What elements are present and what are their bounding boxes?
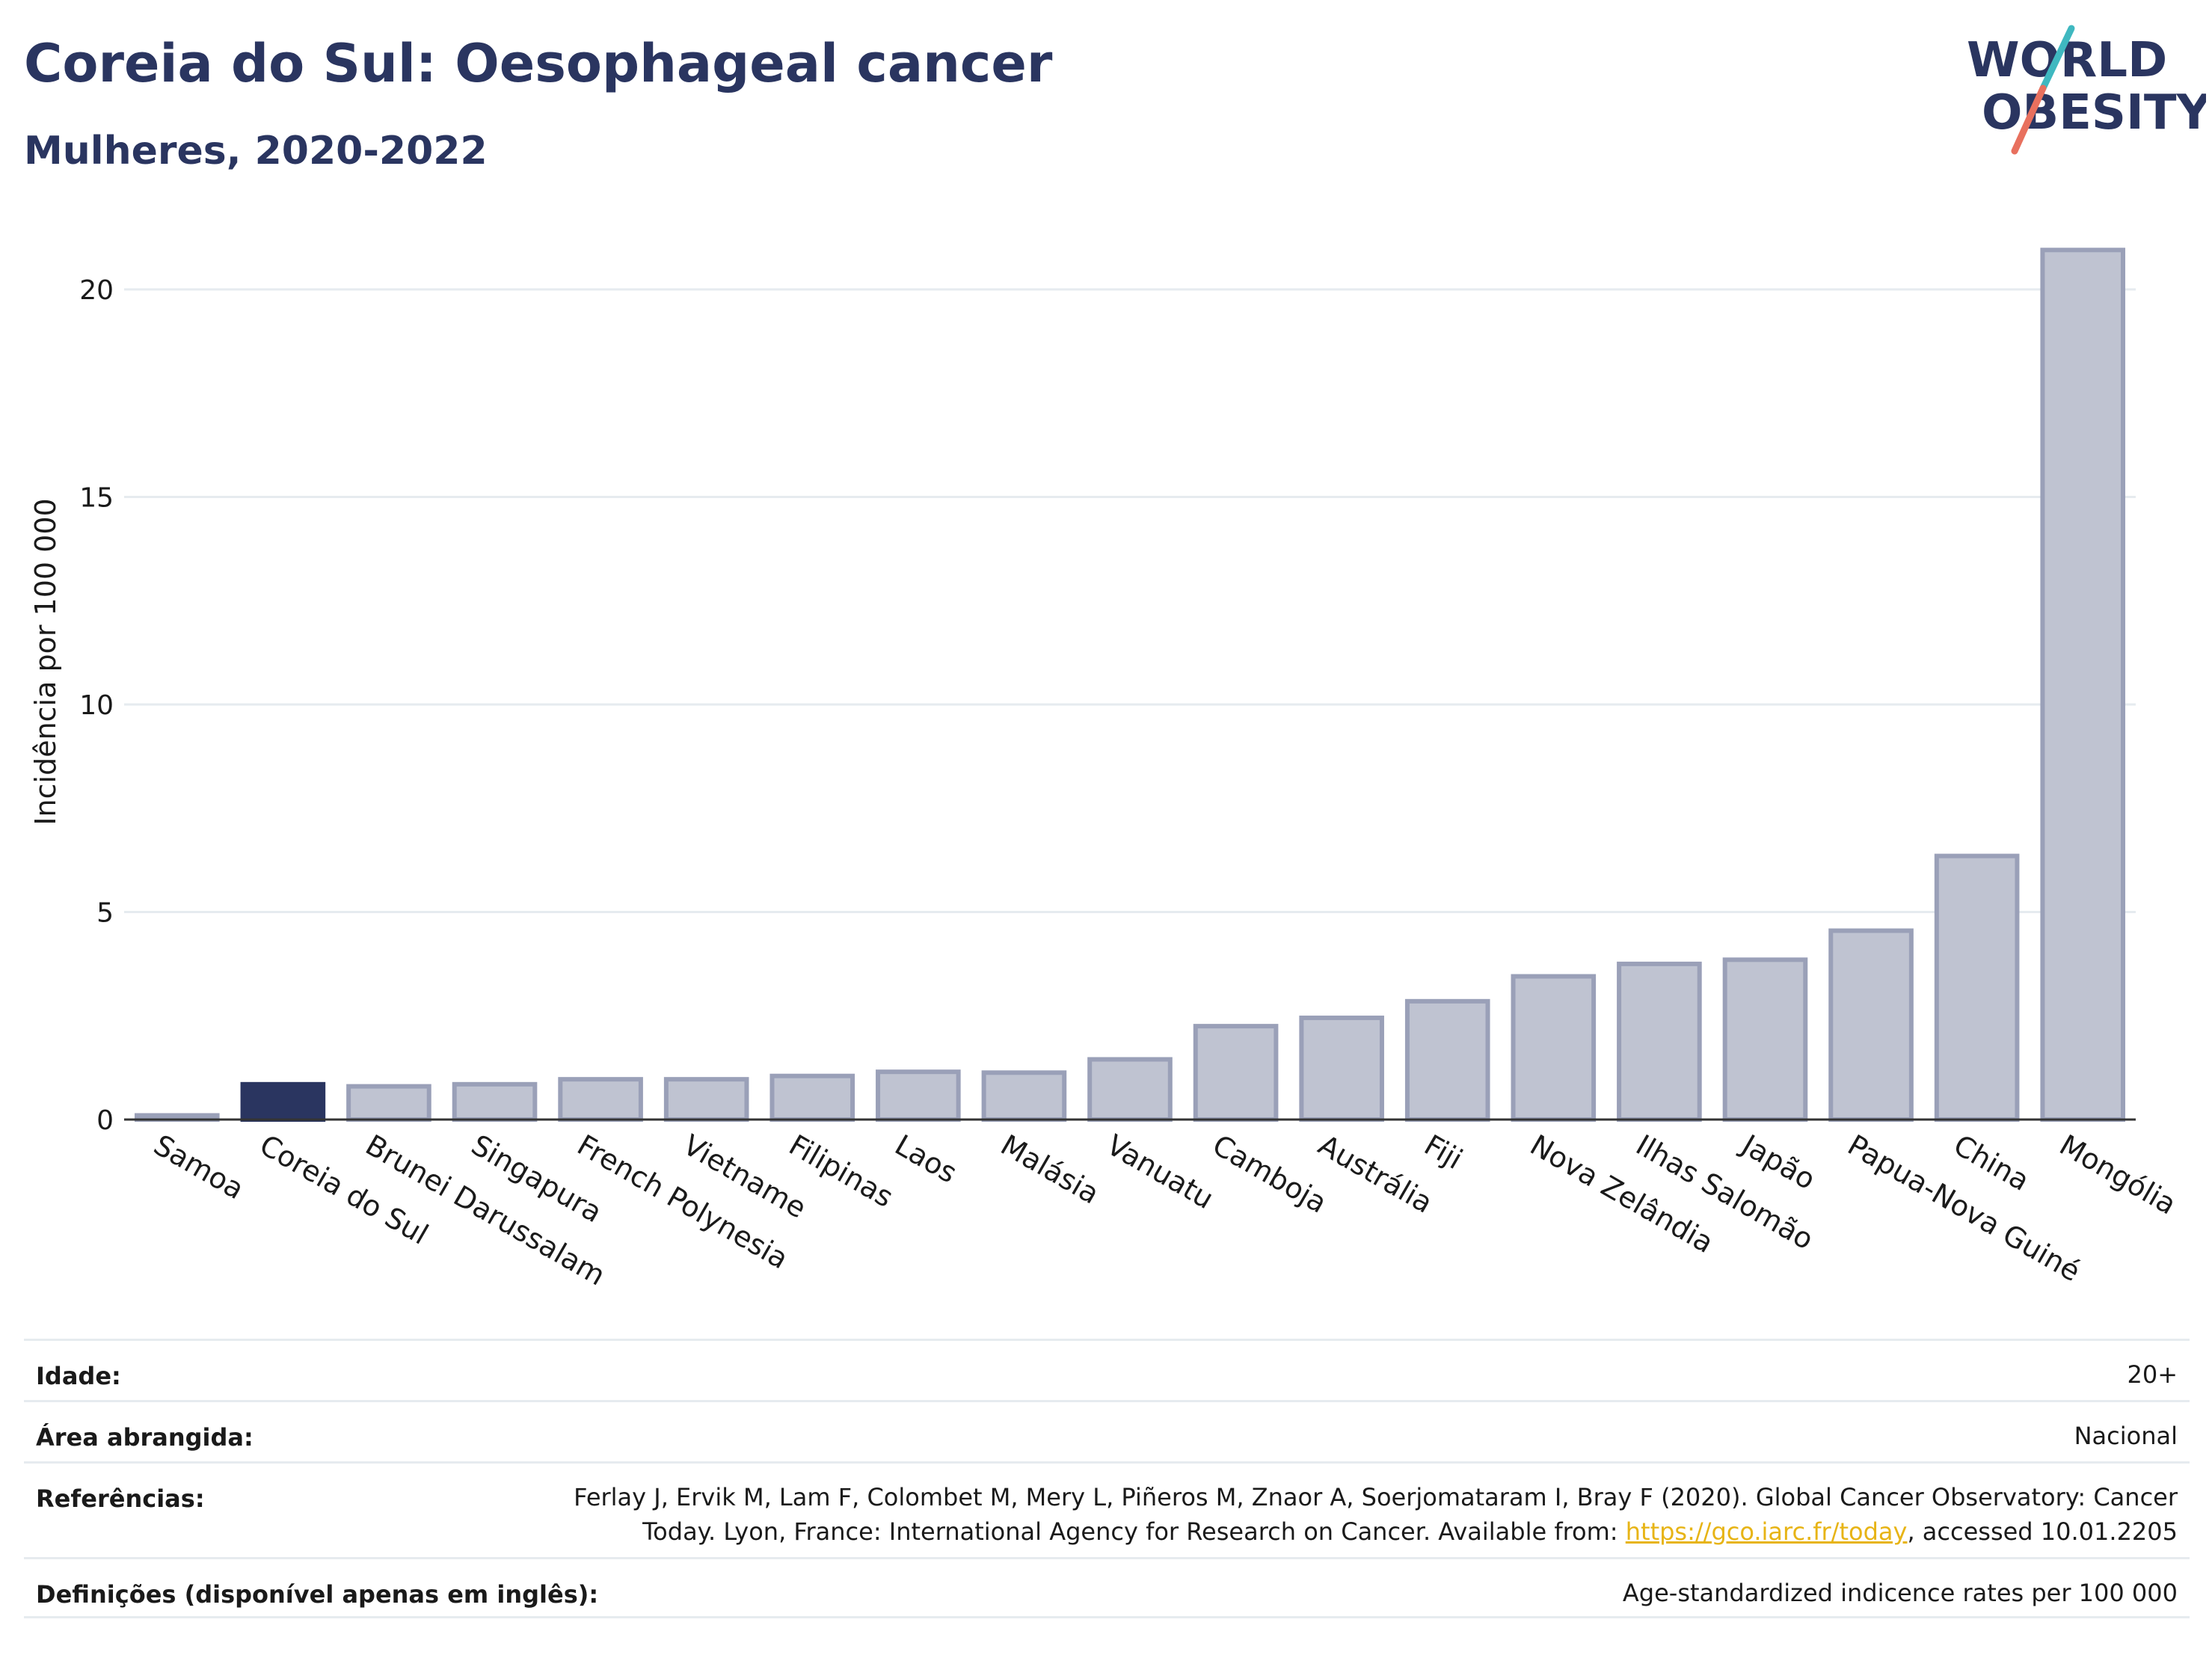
- info-row-age: Idade: 20+: [24, 1339, 2190, 1400]
- references-line2: Today. Lyon, France: International Agenc…: [574, 1514, 2178, 1549]
- x-tick-label: Samoa: [148, 1129, 249, 1206]
- references-line1: Ferlay J, Ervik M, Lam F, Colombet M, Me…: [574, 1483, 2178, 1511]
- y-tick-labels: 0 5 10 15 20: [79, 275, 114, 1136]
- info-row-references: Referências: Ferlay J, Ervik M, Lam F, C…: [24, 1461, 2190, 1557]
- area-value: Nacional: [2074, 1422, 2178, 1450]
- x-tick-label: Fiji: [1419, 1129, 1468, 1176]
- references-link[interactable]: https://gco.iarc.fr/today: [1625, 1517, 1908, 1546]
- references-line2-text: Today. Lyon, France: International Agenc…: [642, 1517, 1626, 1546]
- y-axis-label: Incidência por 100 000: [29, 498, 62, 825]
- world-obesity-logo: WORLD OBESITY: [1967, 25, 2206, 155]
- bar-camboja: [1193, 1024, 1279, 1122]
- logo-line2: OBESITY: [1982, 85, 2206, 141]
- x-tick-label: Malásia: [995, 1129, 1105, 1211]
- bar-ilhas-salomão: [1617, 961, 1702, 1122]
- area-label: Área abrangida:: [36, 1423, 254, 1452]
- definitions-value: Age-standardized indicence rates per 100…: [1622, 1579, 2178, 1607]
- references-label: Referências:: [36, 1484, 205, 1513]
- y-tick-label: 20: [79, 275, 114, 306]
- bar-vietname: [663, 1077, 749, 1123]
- info-row-definitions: Definições (disponível apenas em inglês)…: [24, 1557, 2190, 1618]
- references-value: Ferlay J, Ervik M, Lam F, Colombet M, Me…: [574, 1464, 2178, 1557]
- chart-title: Coreia do Sul: Oesophageal cancer: [24, 33, 1053, 94]
- x-tick-label: Nova Zelândia: [1525, 1129, 1719, 1260]
- bar-papua-nova-guiné: [1828, 928, 1914, 1122]
- y-tick-label: 5: [96, 898, 114, 929]
- bar-malásia: [981, 1070, 1067, 1123]
- logo-slash-top: [2039, 25, 2075, 92]
- bar-vanuatu: [1087, 1057, 1173, 1123]
- logo-slash-bottom: [2011, 85, 2047, 155]
- bar-china: [1934, 853, 2020, 1122]
- x-tick-label: Vanuatu: [1102, 1129, 1220, 1215]
- bar-laos: [876, 1069, 961, 1123]
- bar-mongólia: [2040, 248, 2126, 1122]
- definitions-label: Definições (disponível apenas em inglês)…: [36, 1580, 599, 1609]
- bar-brunei-darussalam: [346, 1084, 431, 1122]
- chart-subtitle: Mulheres, 2020-2022: [24, 129, 488, 174]
- x-tick-label: Mongólia: [2054, 1129, 2182, 1221]
- bar-filipinas: [769, 1073, 855, 1122]
- bar-singapura: [452, 1081, 538, 1122]
- bar-coreia-do-sul: [240, 1081, 326, 1122]
- info-row-area: Área abrangida: Nacional: [24, 1400, 2190, 1461]
- bar-french-polynesia: [558, 1077, 643, 1123]
- info-table: Idade: 20+ Área abrangida: Nacional Refe…: [24, 1339, 2190, 1618]
- bar-japão: [1722, 957, 1808, 1122]
- x-tick-label: Ilhas Salomão: [1630, 1129, 1819, 1256]
- y-tick-label: 0: [96, 1105, 114, 1136]
- bars: [124, 248, 2136, 1123]
- y-tick-label: 10: [79, 690, 114, 721]
- x-tick-label: Camboja: [1207, 1129, 1333, 1220]
- references-line2-suffix: , accessed 10.01.2205: [1907, 1517, 2178, 1546]
- age-value: 20+: [2127, 1360, 2178, 1389]
- x-tick-label: Laos: [889, 1129, 962, 1190]
- y-tick-label: 15: [79, 483, 114, 514]
- bar-nova-zelândia: [1511, 974, 1597, 1123]
- age-label: Idade:: [36, 1362, 121, 1390]
- bar-austrália: [1299, 1016, 1384, 1123]
- x-tick-label: Austrália: [1313, 1129, 1439, 1220]
- bar-fiji: [1404, 998, 1490, 1122]
